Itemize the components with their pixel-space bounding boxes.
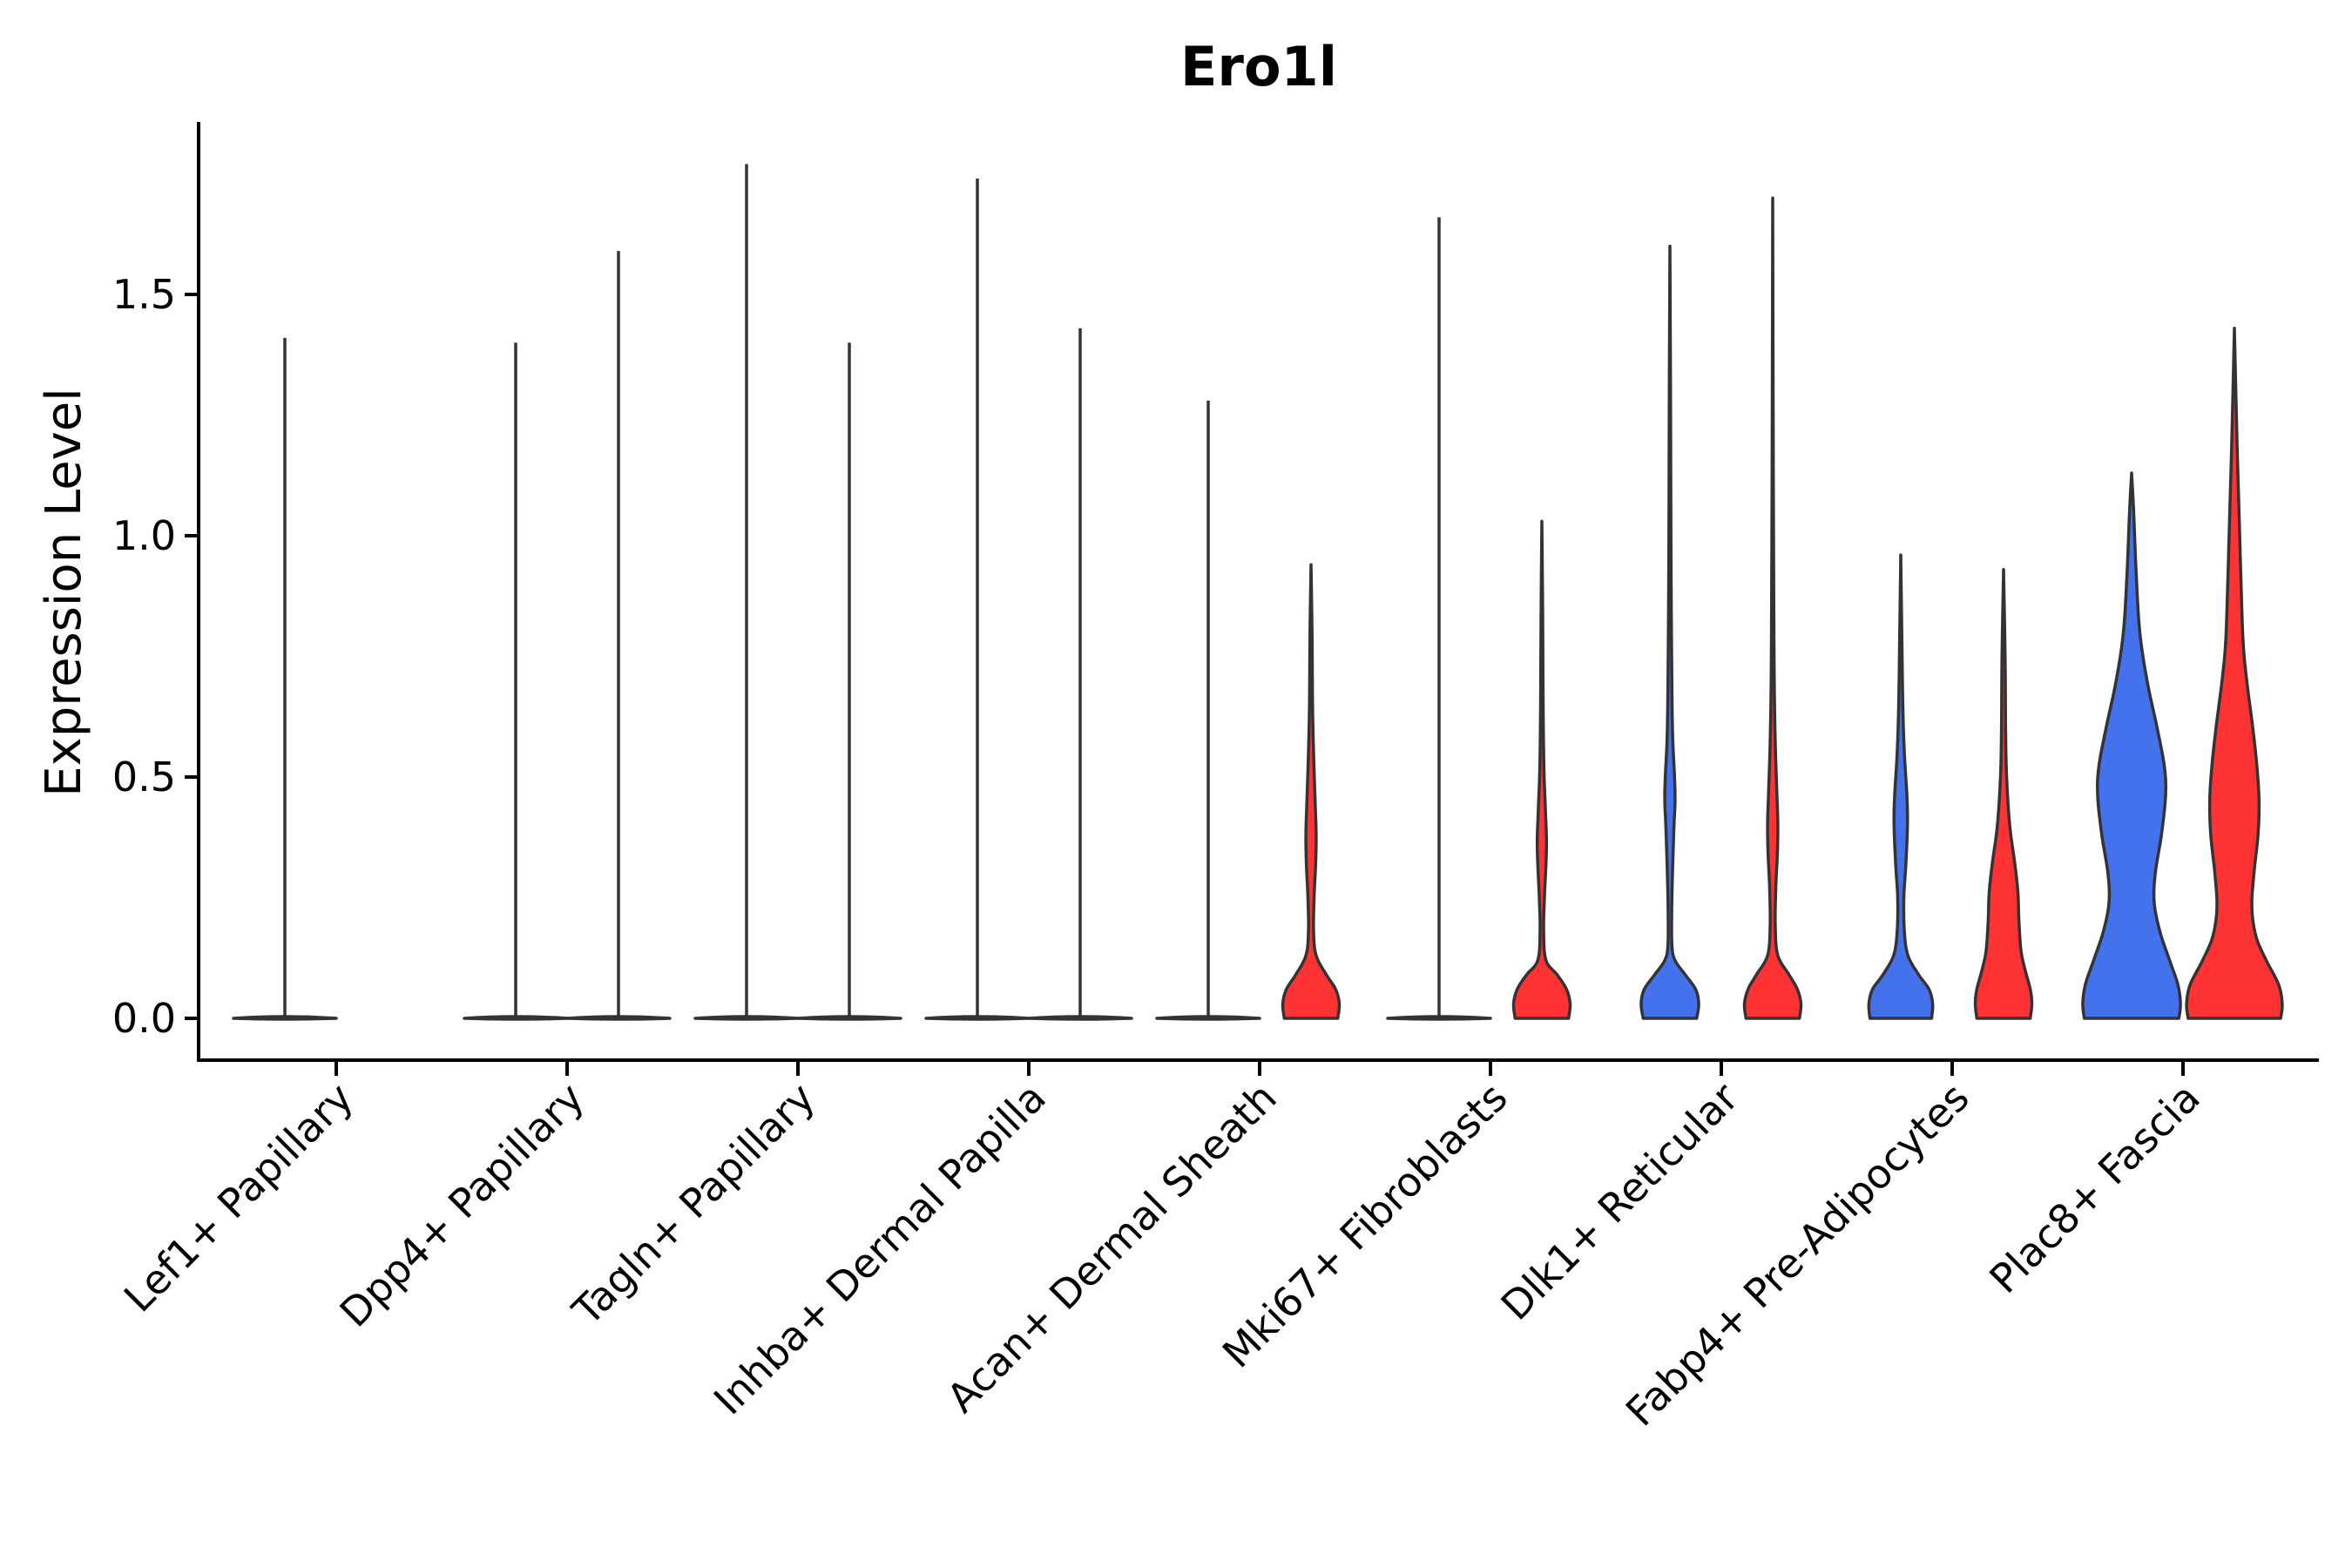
- violin-group_a-6: [1639, 244, 1700, 1020]
- chart-title: Ero1l: [1180, 35, 1337, 98]
- violin-group_b-5: [1511, 519, 1572, 1020]
- y-tick-label: 1.0: [112, 512, 176, 559]
- y-tick-label: 0.0: [112, 995, 176, 1042]
- violin-group_b-4: [1281, 563, 1342, 1020]
- violin-group_b-6: [1742, 196, 1803, 1020]
- y-tick-label: 1.5: [112, 271, 176, 318]
- y-tick-label: 0.5: [112, 754, 176, 801]
- x-category-label: Lef1+ Papillary: [115, 1074, 362, 1321]
- y-axis-label: Expression Level: [36, 388, 92, 797]
- violin-group_b-8: [2185, 327, 2284, 1020]
- violin-group_a-7: [1867, 553, 1935, 1020]
- violin-group_a-8: [2081, 471, 2182, 1020]
- x-category-label: Plac8+ Fascia: [1980, 1074, 2208, 1302]
- x-category-label: Dlk1+ Reticular: [1492, 1074, 1747, 1329]
- violin-group_b-7: [1973, 568, 2034, 1020]
- x-category-label: Tagln+ Papillary: [563, 1074, 824, 1335]
- x-category-label: Dpp4+ Papillary: [331, 1074, 593, 1336]
